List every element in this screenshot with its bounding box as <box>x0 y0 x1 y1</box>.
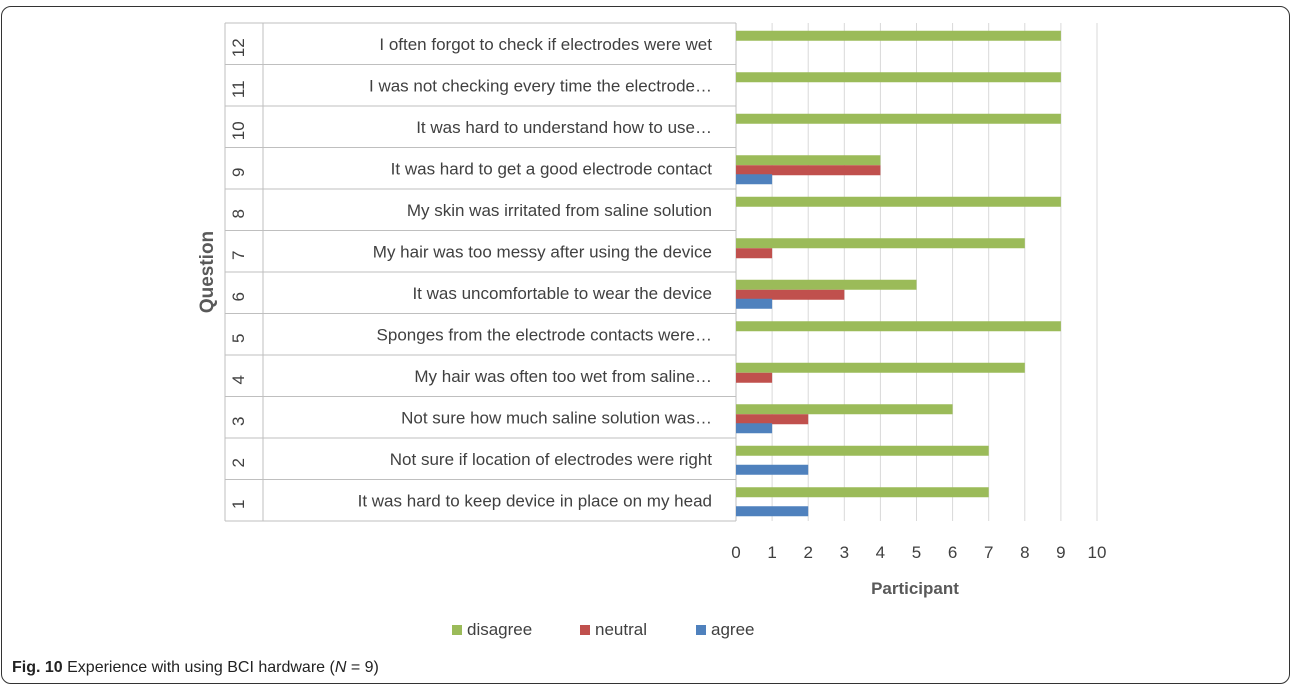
legend-swatch <box>452 625 462 635</box>
bar-disagree <box>736 155 881 166</box>
bar-disagree <box>736 72 1061 83</box>
x-tick-label: 3 <box>840 543 849 562</box>
bar-disagree <box>736 404 953 415</box>
x-tick-label: 4 <box>876 543 885 562</box>
bar-disagree <box>736 487 989 498</box>
bar-disagree <box>736 30 1061 41</box>
figure-frame <box>1 6 1290 684</box>
question-number: 5 <box>229 334 248 343</box>
bar-agree <box>736 506 809 517</box>
question-number: 12 <box>229 38 248 57</box>
legend-label: agree <box>711 620 755 639</box>
caption-text-before: Experience with using BCI hardware ( <box>62 659 335 676</box>
figure-caption: Fig. 10 Experience with using BCI hardwa… <box>12 659 379 677</box>
bar-agree <box>736 298 773 309</box>
bar-agree <box>736 174 773 185</box>
category-label: Not sure if location of electrodes were … <box>390 450 712 469</box>
x-axis-title: Participant <box>871 579 959 598</box>
legend-swatch <box>580 625 590 635</box>
bar-disagree <box>736 279 917 290</box>
x-tick-label: 7 <box>984 543 993 562</box>
x-tick-label: 10 <box>1088 543 1107 562</box>
bar-disagree <box>736 196 1061 207</box>
x-tick-label: 2 <box>803 543 812 562</box>
question-number: 9 <box>229 168 248 177</box>
question-number: 7 <box>229 251 248 260</box>
legend-label: neutral <box>595 620 647 639</box>
y-axis-title: Question <box>197 231 218 313</box>
legend-label: disagree <box>467 620 533 639</box>
chart-legend: disagree neutral agree <box>0 620 1293 644</box>
bar-disagree <box>736 321 1061 332</box>
category-label: It was uncomfortable to wear the device <box>412 284 712 303</box>
x-tick-label: 0 <box>731 543 740 562</box>
question-number: 8 <box>229 209 248 218</box>
x-tick-label: 8 <box>1020 543 1029 562</box>
x-tick-label: 1 <box>767 543 776 562</box>
bar-chart: It was hard to keep device in place on m… <box>197 22 1107 598</box>
x-tick-label: 6 <box>948 543 957 562</box>
bar-neutral <box>736 248 773 259</box>
bar-disagree <box>736 113 1061 124</box>
bar-disagree <box>736 362 1025 373</box>
question-number: 2 <box>229 458 248 467</box>
category-label: I often forgot to check if electrodes we… <box>379 35 712 54</box>
bar-disagree <box>736 238 1025 249</box>
question-number: 6 <box>229 292 248 301</box>
question-number: 1 <box>229 500 248 509</box>
question-number: 4 <box>229 375 248 384</box>
category-label: Not sure how much saline solution was… <box>401 408 712 427</box>
bar-neutral <box>736 289 845 300</box>
x-tick-label: 5 <box>912 543 921 562</box>
question-number: 11 <box>229 80 248 98</box>
category-label: I was not checking every time the electr… <box>369 76 712 95</box>
question-number: 3 <box>229 417 248 426</box>
bar-disagree <box>736 445 989 456</box>
category-label: Sponges from the electrode contacts were… <box>377 325 712 344</box>
caption-n-variable: N <box>334 659 347 676</box>
category-label: It was hard to get a good electrode cont… <box>391 159 713 178</box>
legend-swatch <box>696 625 706 635</box>
legend-item-agree: agree <box>696 620 754 640</box>
category-label: It was hard to keep device in place on m… <box>358 491 712 510</box>
category-label: My hair was too messy after using the de… <box>373 242 712 261</box>
bar-agree <box>736 464 809 475</box>
bar-neutral <box>736 414 809 425</box>
caption-text-after: = 9) <box>346 659 379 676</box>
category-label: It was hard to understand how to use… <box>416 118 712 137</box>
category-label: My skin was irritated from saline soluti… <box>407 201 712 220</box>
question-number: 10 <box>229 121 248 140</box>
bar-neutral <box>736 372 773 383</box>
bar-agree <box>736 423 773 434</box>
bar-neutral <box>736 165 881 176</box>
legend-item-disagree: disagree <box>452 620 532 640</box>
category-label: My hair was often too wet from saline… <box>414 367 712 386</box>
figure-label: Fig. 10 <box>12 659 63 676</box>
x-tick-label: 9 <box>1056 543 1065 562</box>
legend-item-neutral: neutral <box>580 620 647 640</box>
